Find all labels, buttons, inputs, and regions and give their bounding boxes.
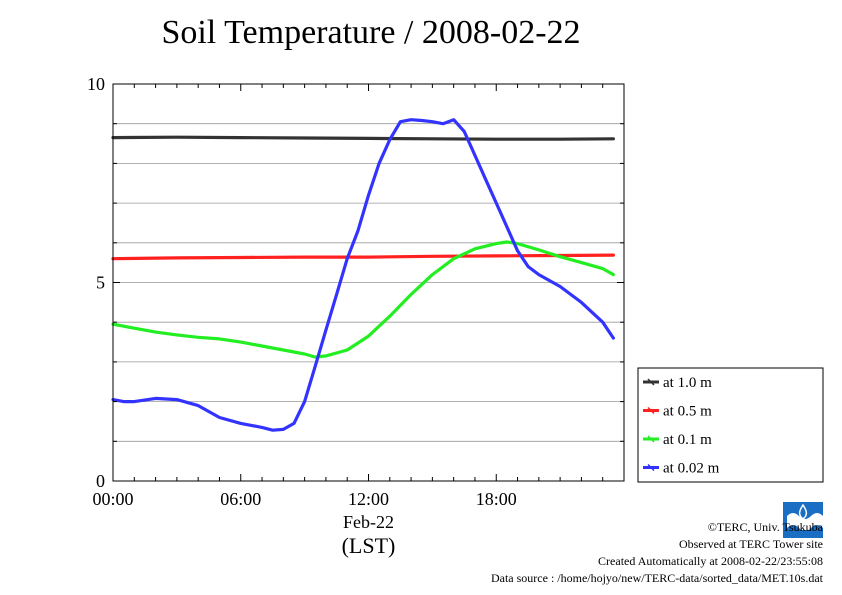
data-source-text: Data source : /home/hojyo/new/TERC-data/… (490, 571, 823, 585)
observed-site-text: Observed at TERC Tower site (678, 537, 823, 551)
legend-label: at 0.02 m (663, 461, 720, 477)
legend-marker (647, 406, 655, 415)
legend-box (637, 367, 824, 483)
series-line-3 (111, 240, 616, 359)
created-timestamp-text: Created Automatically at 2008-02-22/23:5… (598, 554, 823, 568)
legend-marker (647, 463, 655, 472)
x-tick-label: 06:00 (220, 489, 261, 509)
y-tick-label: 10 (87, 74, 105, 94)
legend-label: at 1.0 m (663, 375, 712, 391)
x-tick-label: 12:00 (348, 489, 389, 509)
terc-logo-icon (783, 502, 823, 538)
date-label: Feb-22 (343, 512, 394, 532)
x-tick-label: 18:00 (476, 489, 517, 509)
series-line-1 (111, 135, 616, 141)
legend-label: at 0.5 m (663, 404, 712, 420)
series-line-2 (111, 253, 616, 261)
series-line-4 (111, 118, 616, 432)
copyright-text: ©TERC, Univ. Tsukuba (707, 520, 823, 534)
legend-marker (647, 435, 655, 443)
legend-marker (647, 378, 655, 386)
x-tick-label: 00:00 (92, 489, 133, 509)
legend-label: at 0.1 m (663, 432, 712, 448)
x-axis-unit-label: (LST) (342, 533, 396, 558)
y-tick-label: 5 (96, 273, 105, 293)
chart-title: Soil Temperature / 2008-02-22 (161, 14, 581, 51)
y-tick-label: 0 (96, 471, 105, 491)
